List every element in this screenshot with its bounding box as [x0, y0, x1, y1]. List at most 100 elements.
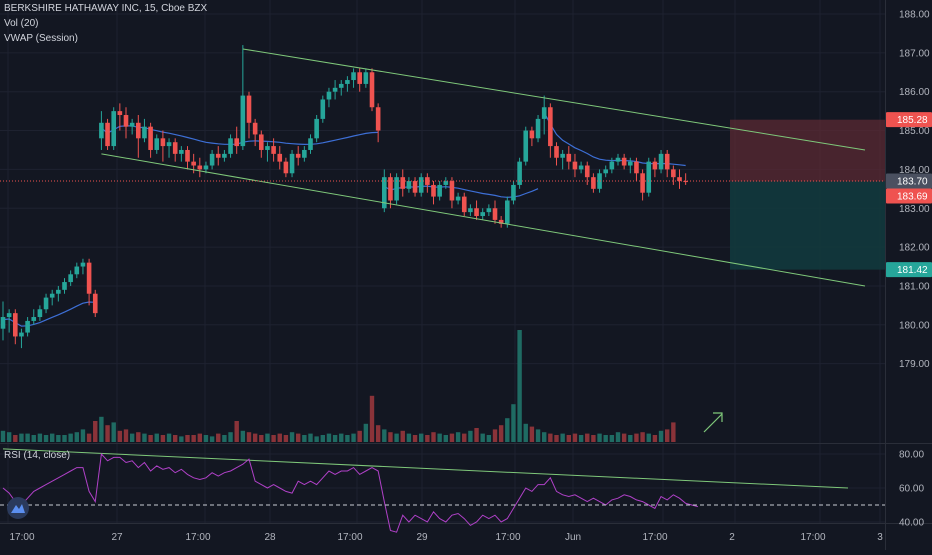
candle-body	[382, 177, 387, 209]
volume-bar	[486, 435, 492, 442]
price-tick-label: 181.00	[899, 281, 930, 292]
volume-bar	[99, 416, 104, 442]
candle-body	[240, 95, 246, 147]
time-tick-label: 17:00	[9, 532, 34, 543]
candle-body	[326, 91, 332, 100]
volume-bar	[462, 433, 467, 442]
chart-title: BERKSHIRE HATHAWAY INC, 15, Cboe BZX	[4, 3, 208, 14]
volume-bar	[123, 429, 129, 442]
volume-bar	[535, 429, 541, 442]
time-tick-label: 3	[877, 532, 883, 543]
volume-bar	[443, 435, 448, 442]
volume-bar	[252, 433, 258, 442]
volume-bar	[277, 433, 282, 442]
stop-loss-zone	[730, 119, 885, 182]
candle-body	[449, 181, 455, 201]
candle-body	[136, 122, 141, 139]
volume-bar	[148, 435, 153, 442]
volume-bar	[320, 435, 325, 442]
candle-body	[308, 138, 313, 150]
candle-body	[394, 177, 399, 201]
candle-body	[664, 153, 670, 170]
volume-bar	[431, 432, 436, 442]
volume-bar	[105, 425, 110, 442]
candle-body	[455, 196, 461, 201]
price-tag-label: 183.70	[897, 177, 928, 188]
vwap-indicator-label[interactable]: VWAP (Session)	[4, 33, 78, 44]
candle-body	[338, 83, 344, 88]
volume-bar	[351, 433, 356, 442]
volume-bar	[259, 435, 264, 442]
vwap-line	[2, 301, 96, 327]
volume-bar	[529, 426, 535, 442]
candle-body	[302, 149, 307, 158]
candle-body	[6, 313, 12, 318]
candle-body	[671, 169, 676, 178]
trendline	[2, 448, 849, 489]
candle-body	[375, 107, 381, 131]
price-tag-label: 185.28	[897, 115, 928, 126]
candle-body	[259, 134, 264, 150]
candle-body	[621, 157, 627, 166]
volume-bar	[511, 404, 516, 442]
volume-bar	[228, 432, 233, 442]
candle-body	[271, 146, 276, 154]
volume-bar	[308, 433, 313, 442]
candle-body	[166, 142, 172, 147]
candle-body	[412, 181, 418, 193]
volume-bar	[665, 429, 670, 442]
volume-bar	[523, 423, 528, 442]
volume-bar	[222, 435, 227, 442]
price-tick-label: 179.00	[899, 359, 930, 370]
candle-body	[320, 99, 326, 119]
volume-bar	[394, 433, 399, 442]
candle-body	[652, 161, 658, 170]
price-tag	[886, 112, 932, 128]
rsi-indicator-label[interactable]: RSI (14, close)	[4, 450, 71, 461]
candle-body	[486, 208, 492, 213]
candle-body	[49, 293, 55, 298]
candle-body	[215, 153, 221, 158]
volume-bar	[480, 433, 485, 442]
candle-body	[252, 122, 258, 135]
candle-body	[160, 138, 166, 147]
candle-body	[560, 153, 565, 158]
candle-body	[418, 177, 424, 193]
vwap-line	[543, 112, 686, 167]
vwap-line	[101, 125, 379, 146]
volume-bar	[6, 432, 12, 442]
trendline	[242, 48, 866, 151]
tradingview-logo-icon[interactable]	[7, 497, 29, 519]
volume-bar	[406, 433, 412, 442]
candle-body	[492, 208, 498, 220]
candle-body	[172, 142, 178, 154]
volume-bar	[560, 433, 565, 442]
volume-bar	[302, 435, 307, 442]
time-tick-label: 28	[264, 532, 276, 543]
volume-indicator-label[interactable]: Vol (20)	[4, 18, 39, 29]
candle-body	[246, 95, 252, 123]
candle-body	[572, 161, 578, 170]
candle-body	[332, 87, 338, 92]
candle-body	[548, 107, 553, 147]
candle-body	[283, 161, 289, 174]
price-tick-label: 183.00	[899, 204, 930, 215]
volume-bar	[43, 435, 49, 442]
volume-bar	[265, 433, 270, 442]
volume-bar	[474, 428, 479, 442]
volume-bar	[455, 432, 461, 442]
arrow-annotation	[703, 413, 723, 433]
candle-body	[43, 297, 49, 310]
volume-bar	[13, 435, 18, 442]
volume-bar	[283, 435, 289, 442]
volume-bar	[621, 433, 627, 442]
candle-body	[31, 317, 37, 321]
price-tick-label: 188.00	[899, 10, 930, 21]
candle-body	[578, 165, 584, 170]
price-tick-label: 184.00	[899, 165, 930, 176]
volume-bar	[492, 429, 498, 442]
volume-bar	[548, 433, 553, 442]
rsi-tick-label: 60.00	[899, 484, 924, 495]
